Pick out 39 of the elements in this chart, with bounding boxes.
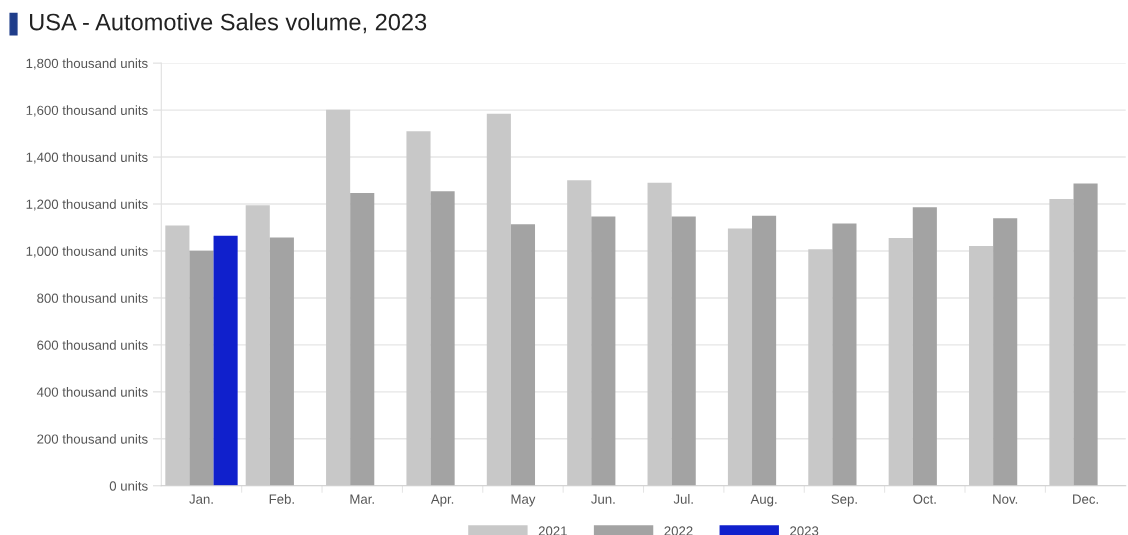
chart-title: USA - Automotive Sales volume, 2023	[30, 13, 427, 34]
y-tick-label: 800 thousand units	[37, 293, 148, 303]
x-tick-label: Jul.	[673, 494, 693, 504]
bar	[591, 216, 616, 486]
x-tick-label: Aug.	[750, 494, 777, 507]
bar	[832, 223, 857, 486]
legend-label: 2022	[664, 526, 693, 535]
y-tick-label: 200 thousand units	[37, 434, 148, 444]
bar	[993, 218, 1018, 486]
x-tick-label: Nov.	[993, 494, 1018, 504]
x-tick-label: Jan.	[189, 494, 213, 504]
x-tick-label: Dec.	[1073, 494, 1098, 504]
x-tick-label: Mar.	[350, 494, 374, 504]
y-tick-label: 1,800 thousand units	[26, 58, 148, 70]
x-tick-label: Sep.	[831, 494, 857, 507]
bar	[671, 216, 696, 486]
y-tick-label: 1,200 thousand units	[26, 199, 148, 211]
bar	[430, 191, 455, 486]
legend-label: 2023	[790, 526, 819, 535]
y-tick-label: 0 units	[109, 481, 148, 491]
bar	[213, 235, 238, 486]
bar	[912, 207, 937, 486]
x-tick-label: Apr.	[430, 494, 454, 507]
x-tick-label: Oct.	[913, 494, 936, 504]
y-tick-label: 400 thousand units	[36, 387, 148, 397]
bar	[752, 215, 777, 486]
legend-label: 2021	[538, 526, 567, 535]
y-tick-label: 1,000 thousand units	[26, 246, 148, 258]
x-tick-label: May	[511, 494, 536, 507]
y-tick-label: 1,400 thousand units	[26, 152, 148, 164]
x-tick-label: Feb.	[269, 494, 294, 504]
bar	[350, 192, 375, 486]
bar	[189, 250, 214, 486]
bar	[269, 237, 294, 486]
bar	[1073, 183, 1098, 486]
y-tick-label: 1,600 thousand units	[26, 105, 148, 117]
x-tick-label: Jun.	[591, 494, 615, 504]
y-tick-label: 600 thousand units	[37, 340, 148, 350]
bar	[510, 224, 536, 486]
